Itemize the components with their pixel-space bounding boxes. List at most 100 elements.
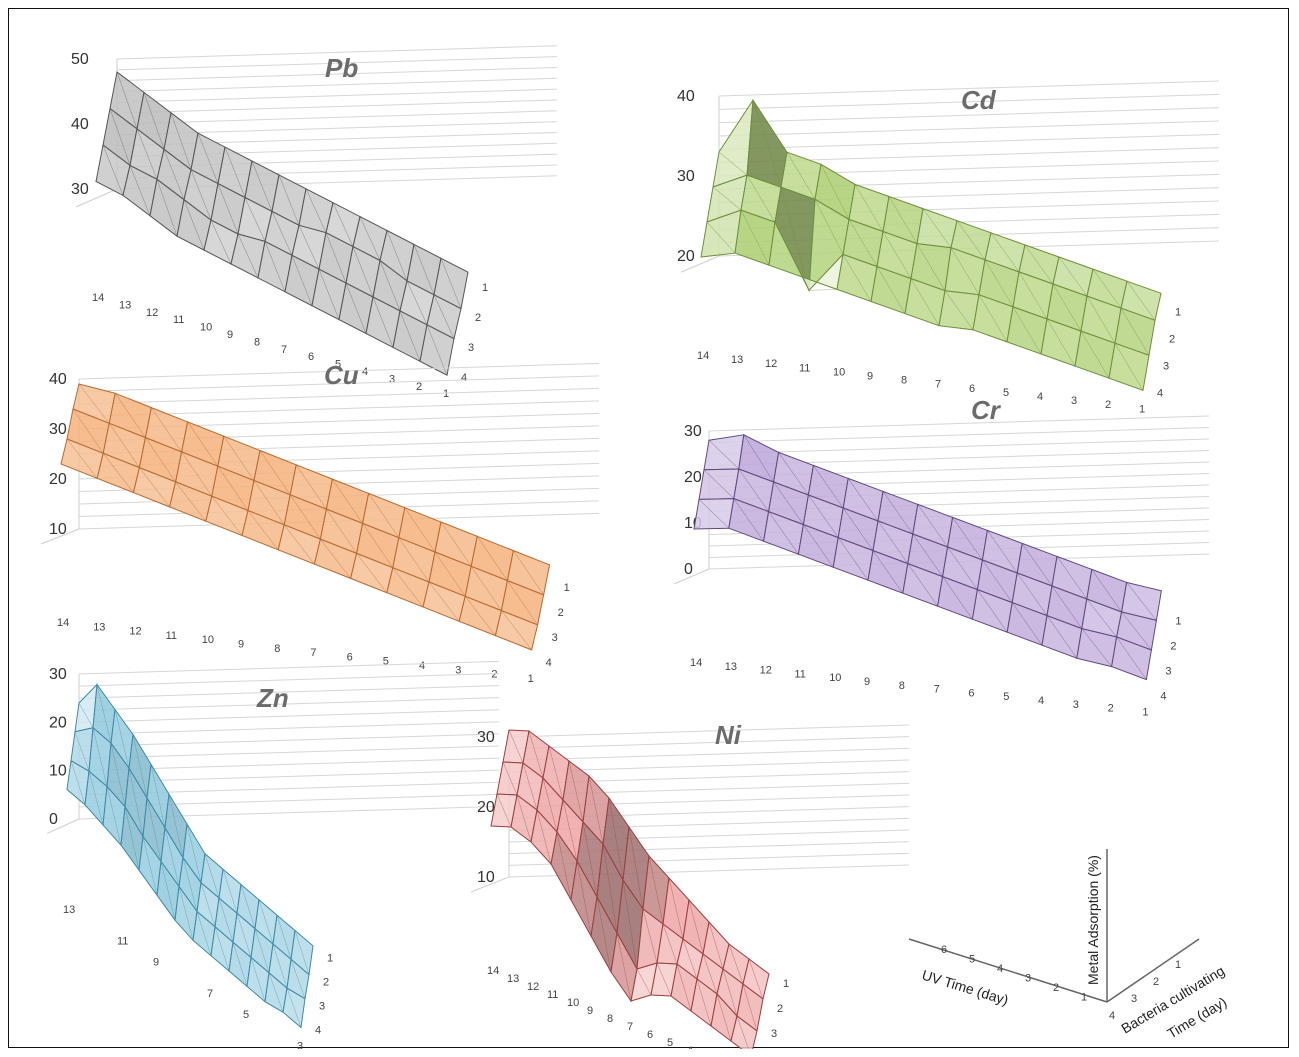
surface-facet-line: [298, 225, 320, 270]
x-tick-label: 11: [794, 668, 805, 680]
x-tick-label: 6: [647, 1029, 653, 1041]
surface-facet-line: [978, 294, 1008, 343]
surface-facet-line: [170, 112, 192, 170]
surface-facet-line: [413, 244, 435, 295]
surface-facet-line: [808, 289, 838, 291]
surface-facet-line: [922, 208, 952, 248]
surface-facet-line: [186, 823, 202, 883]
surface-facet-line: [268, 972, 284, 1013]
z-tick-label: 30: [477, 729, 495, 746]
surface-facet-line: [1126, 281, 1156, 321]
surface-facet-line: [116, 71, 138, 129]
surface-facet-line: [142, 836, 158, 896]
surface-facet-line: [786, 152, 816, 200]
x-tick-label: 12: [146, 307, 158, 319]
surface-facet-line: [476, 536, 508, 581]
surface-facet-line: [596, 896, 612, 973]
surface-facet-line: [464, 596, 496, 636]
surface-facet-line: [295, 464, 327, 510]
surface-facet-line: [712, 186, 742, 211]
surface-facet-line: [916, 243, 946, 291]
surface-facet-line: [608, 797, 624, 881]
figure-frame: 30 40 50 14 13 12 11 10 9 8 7 6 5 4 3 2 1 1 2 3 4 Pb 20 30 40 14 1…: [8, 8, 1289, 1049]
z-tick-label: 10: [49, 521, 67, 538]
surface-facet-line: [240, 884, 256, 929]
chart-title: Zn: [256, 683, 289, 713]
surface-facet-line: [582, 821, 598, 898]
x-tick-label: 12: [527, 981, 539, 993]
surface-facet-line: [182, 857, 198, 912]
surface-facet-line: [877, 520, 909, 564]
z-tick-label: 30: [49, 421, 67, 438]
surface-facet-line: [628, 826, 644, 910]
surface-facet-line: [440, 521, 472, 567]
x-tick-label: 11: [166, 630, 177, 642]
x-tick-label: 13: [507, 973, 519, 985]
surface-facet-line: [602, 843, 618, 934]
surface-facet-line: [708, 439, 740, 470]
x-tick-label: 11: [799, 362, 810, 374]
chart-title: Cd: [961, 85, 997, 115]
surface-facet-line: [842, 507, 874, 551]
x-tick-label: 7: [310, 647, 316, 659]
surface-facet-line: [774, 222, 804, 278]
x-tick-label: 14: [487, 965, 499, 977]
grid-line: [708, 415, 1210, 432]
surface-facet-line: [160, 861, 176, 921]
surface-facet-line: [66, 438, 98, 479]
x-tick-label: 4: [1037, 391, 1043, 403]
surface-facet-line: [642, 908, 658, 964]
surface-facet-line: [258, 899, 274, 945]
surface-facet-line: [214, 926, 230, 972]
key-x-tick: 1: [1081, 992, 1087, 1004]
grid-line: [78, 387, 600, 405]
surface-facet-line: [716, 993, 732, 1042]
surface-facet-line: [738, 468, 769, 512]
chart-title: Ni: [715, 720, 742, 750]
grid-line: [508, 747, 910, 761]
grid-line: [116, 56, 558, 71]
surface-facet-line: [848, 219, 878, 267]
z-tick-label: 50: [71, 51, 89, 68]
grid-line: [508, 724, 910, 738]
surface-facet-line: [392, 567, 424, 608]
surface-facet-line: [742, 983, 758, 1032]
surface-facet-line: [379, 260, 401, 312]
surface-facet-line: [1046, 615, 1078, 659]
grid-line: [78, 709, 500, 723]
y-tick-label: 4: [546, 657, 552, 669]
surface-facet-line: [496, 793, 512, 828]
x-tick-label: 13: [119, 299, 131, 311]
y-tick-label: 3: [771, 1028, 777, 1040]
x-tick-label: 10: [829, 672, 841, 684]
y-tick-label: 1: [482, 282, 488, 294]
surface-facet-line: [217, 466, 249, 511]
z-tick-label: 40: [677, 88, 695, 105]
surface-facet-line: [211, 496, 243, 536]
surface-facet-line: [854, 184, 884, 232]
x-tick-label: 6: [969, 383, 975, 395]
x-tick-label: 6: [347, 651, 353, 663]
surface-facet-line: [1021, 543, 1053, 587]
surface-facet-line: [109, 108, 131, 166]
x-tick-label: 1: [1142, 706, 1148, 718]
surface-facet-line: [1086, 598, 1117, 638]
surface-facet-line: [588, 775, 604, 845]
surface-facet-line: [352, 246, 374, 298]
surface-facet-line: [743, 434, 774, 483]
floor-edge: [75, 188, 118, 208]
grid-line: [78, 697, 500, 711]
floor-edge: [673, 568, 710, 585]
surface-facet-line: [778, 452, 809, 496]
x-tick-label: 2: [491, 669, 497, 681]
grid-line: [78, 685, 500, 699]
surface-facet-line: [128, 768, 144, 837]
surface-facet-line: [345, 282, 367, 334]
surface-facet-line: [250, 957, 266, 1002]
surface-facet-line: [740, 209, 770, 266]
z-tick-label: 40: [71, 116, 89, 133]
surface-facet-line: [286, 988, 302, 1028]
surface-facet-line: [1052, 283, 1082, 332]
surface-facet-line: [362, 523, 394, 568]
